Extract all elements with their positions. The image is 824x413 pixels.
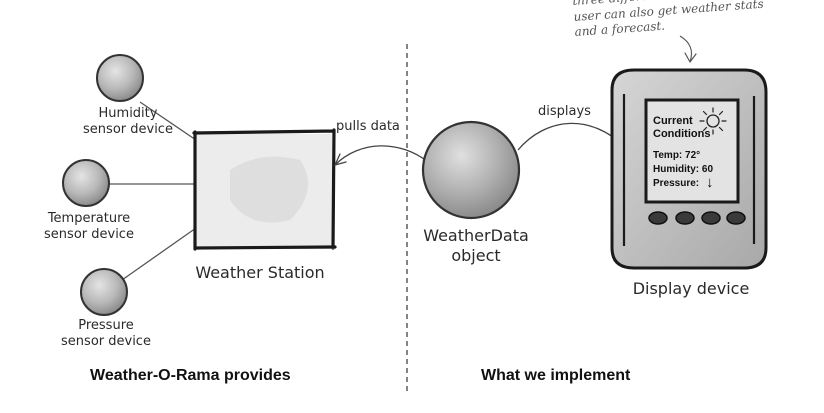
sensor-label-line: sensor device: [61, 334, 151, 350]
sensor-label-line: sensor device: [83, 122, 173, 138]
screen-pressure: Pressure:: [653, 178, 700, 189]
weather-station-box: [192, 128, 337, 251]
device-button: [726, 211, 746, 225]
weather-station-label: Weather Station: [195, 263, 325, 282]
weatherdata-label: WeatherData object: [416, 226, 536, 266]
device-button: [701, 211, 721, 225]
sensor-label-line: Humidity: [98, 106, 158, 121]
pressure-down-arrow-icon: ↓: [706, 174, 714, 191]
sun-icon: [699, 107, 727, 135]
section-left-title: Weather-O-Rama provides: [90, 367, 291, 384]
screen-temp: Temp: 72°: [653, 150, 701, 161]
displays-label: displays: [538, 104, 591, 119]
humidity-sensor-label: Humidity sensor device: [78, 106, 178, 139]
screen-title-line: Current: [653, 115, 693, 127]
temperature-sensor: [62, 159, 110, 207]
sensor-label-line: Pressure: [78, 318, 134, 333]
screen-title: Current Conditions: [653, 115, 710, 141]
pressure-connector-line: [121, 227, 197, 281]
humidity-connector-line: [139, 101, 197, 141]
display-device: [610, 68, 768, 270]
device-buttons: [648, 211, 746, 225]
screen-title-line: Conditions: [653, 128, 711, 141]
device-button: [675, 211, 695, 225]
note-pointer-arrowhead: [684, 52, 697, 63]
device-button: [648, 211, 668, 225]
note-pointer-arrow: [679, 35, 693, 63]
humidity-sensor: [96, 54, 144, 102]
screen-humidity: Humidity: 60: [653, 164, 714, 175]
displays-arrow: [517, 122, 627, 151]
device-screen: [644, 98, 740, 204]
display-device-label: Display device: [632, 279, 750, 298]
weatherdata-object: [421, 120, 521, 220]
sensor-label-line: sensor device: [44, 227, 134, 243]
pulls-data-label: pulls data: [336, 119, 400, 134]
weatherdata-label-line: WeatherData: [423, 226, 529, 245]
weatherdata-label-line: object: [451, 246, 501, 265]
pressure-sensor-label: Pressure sensor device: [56, 318, 156, 351]
sensor-label-line: Temperature: [47, 211, 131, 226]
pulls-data-arrowhead: [334, 153, 347, 166]
pressure-sensor: [80, 268, 128, 316]
section-right-title: What we implement: [481, 367, 631, 384]
temperature-sensor-label: Temperature sensor device: [34, 211, 144, 244]
pulls-data-arrow: [334, 145, 429, 166]
